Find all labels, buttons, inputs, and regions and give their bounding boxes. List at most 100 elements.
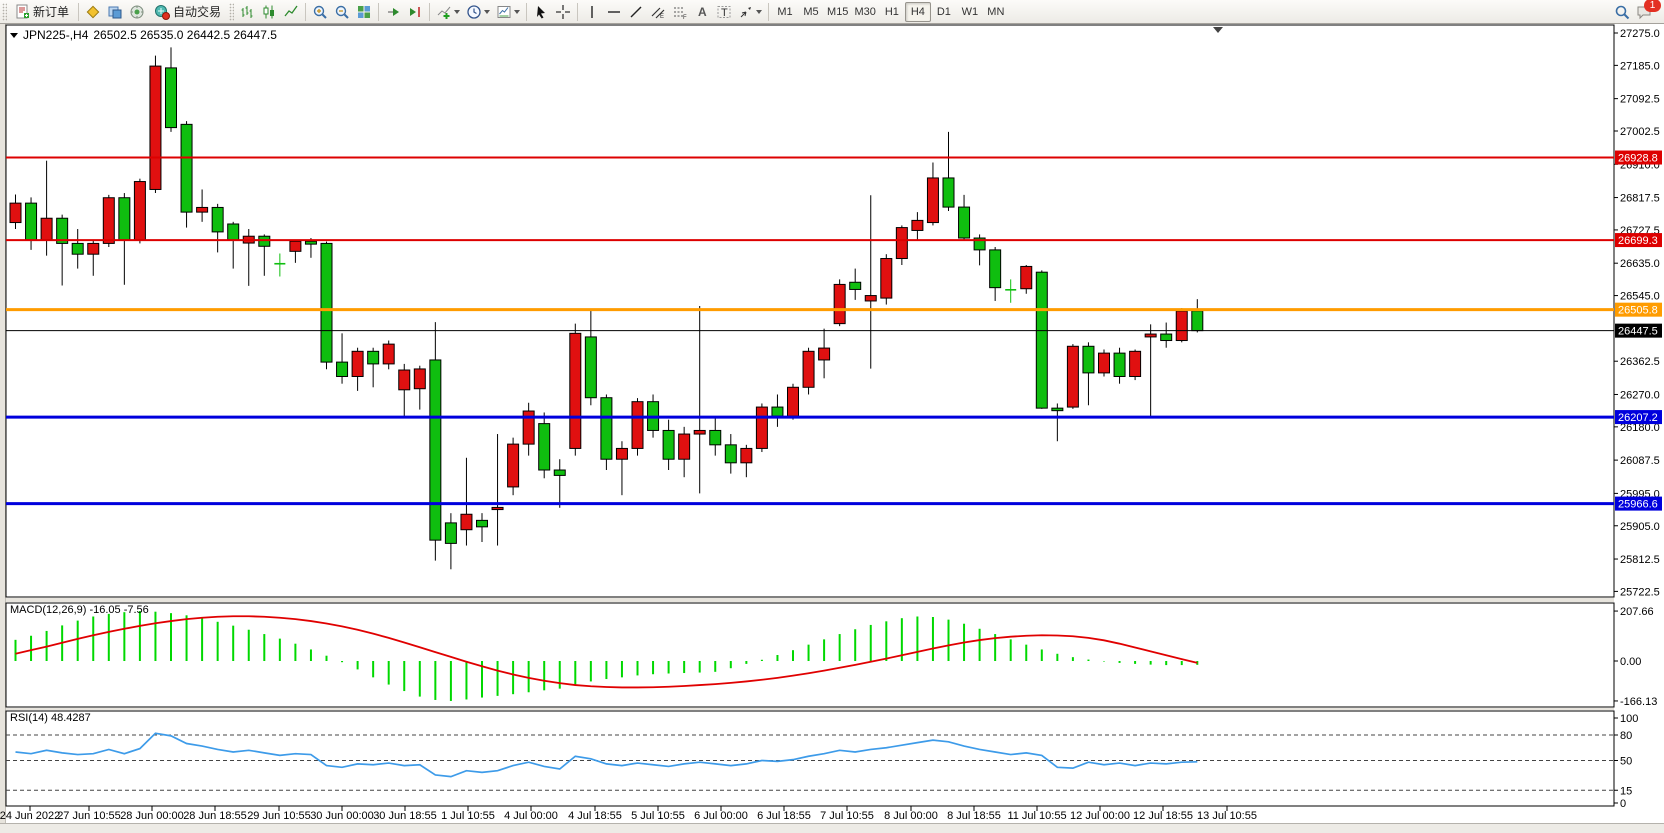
market-watch-icon	[108, 6, 122, 18]
tile-windows-button[interactable]	[353, 2, 375, 22]
svg-text:28 Jun 00:00: 28 Jun 00:00	[120, 810, 184, 822]
svg-text:1 Jul 10:55: 1 Jul 10:55	[441, 810, 495, 822]
svg-text:8 Jul 00:00: 8 Jul 00:00	[884, 810, 938, 822]
svg-text:27002.5: 27002.5	[1620, 126, 1660, 138]
tab-timeframe-mn[interactable]: MN	[987, 5, 1005, 18]
svg-text:26207.2: 26207.2	[1618, 412, 1658, 424]
equidistant-channel-icon: E	[651, 7, 665, 20]
templates-dropdown-arrow[interactable]	[514, 9, 521, 14]
cursor-icon	[537, 5, 546, 18]
templates-button[interactable]	[493, 2, 523, 22]
tab-timeframe-m30[interactable]: M30	[854, 5, 876, 18]
data-window-icon	[130, 5, 144, 18]
tab-timeframe-m5[interactable]: M5	[803, 5, 819, 18]
auto-trading-button[interactable]: 自动交易	[148, 2, 227, 22]
svg-text:26447.5: 26447.5	[1618, 326, 1658, 338]
svg-text:12 Jul 18:55: 12 Jul 18:55	[1133, 810, 1193, 822]
svg-text:A: A	[698, 5, 707, 19]
macd-indicator-label: MACD(12,26,9) -16.05 -7.56	[10, 604, 149, 616]
collapse-arrow-icon[interactable]	[10, 32, 18, 38]
chart-shift-button[interactable]	[404, 2, 426, 22]
templates-icon	[497, 5, 511, 18]
arrows-dropdown-arrow[interactable]	[756, 9, 763, 14]
market-watch-button[interactable]	[104, 2, 126, 22]
svg-text:27185.0: 27185.0	[1620, 60, 1660, 72]
arrows-tool-button[interactable]	[735, 2, 765, 22]
symbol-period-label: JPN225-,H4	[23, 28, 89, 42]
zoom-in-icon	[313, 5, 327, 19]
bar-chart-icon	[241, 5, 253, 18]
new-order-icon	[16, 4, 29, 19]
search-button[interactable]	[1611, 2, 1633, 22]
chart-shift-icon	[410, 6, 420, 17]
tab-timeframe-m1[interactable]: M1	[777, 5, 793, 18]
chart-shift-marker	[1213, 27, 1223, 33]
zoom-out-button[interactable]	[331, 2, 353, 22]
search-icon	[1615, 5, 1630, 19]
fibonacci-tool-button[interactable]: F	[669, 2, 691, 22]
periods-dropdown-arrow[interactable]	[484, 9, 491, 14]
tile-windows-icon	[358, 5, 371, 18]
svg-text:0: 0	[1620, 798, 1626, 810]
tab-timeframe-h4[interactable]: H4	[904, 1, 931, 22]
zoom-in-button[interactable]	[309, 2, 331, 22]
toolbar-grip[interactable]	[2, 2, 7, 21]
data-window-button[interactable]	[126, 2, 148, 22]
tab-timeframe-h1[interactable]: H1	[884, 5, 899, 18]
trendline-tool-button[interactable]	[625, 2, 647, 22]
trendline-icon	[630, 6, 642, 17]
new-order-button[interactable]: 新订单	[9, 2, 75, 22]
auto-scroll-icon	[388, 7, 400, 16]
vertical-line-icon	[591, 5, 593, 18]
ohlc-values: 26502.5 26535.0 26442.5 26447.5	[93, 28, 277, 42]
svg-text:8 Jul 18:55: 8 Jul 18:55	[947, 810, 1001, 822]
auto-trading-icon	[155, 4, 171, 20]
horizontal-line-tool-button[interactable]	[603, 2, 625, 22]
svg-text:26362.5: 26362.5	[1620, 356, 1660, 368]
indicators-dropdown-arrow[interactable]	[454, 9, 461, 14]
label-tool-button[interactable]: T	[713, 2, 735, 22]
horizontal-line-icon	[608, 10, 621, 13]
zoom-out-icon	[335, 5, 349, 19]
svg-text:25812.5: 25812.5	[1620, 554, 1660, 566]
tab-timeframe-m15[interactable]: M15	[827, 5, 849, 18]
crosshair-icon	[556, 4, 571, 19]
svg-text:80: 80	[1620, 730, 1632, 742]
toolbar: 新订单 自动交易	[0, 0, 1664, 24]
arrows-icon	[740, 6, 752, 17]
status-bar	[0, 823, 1664, 833]
svg-text:T: T	[721, 7, 728, 19]
svg-text:12 Jul 00:00: 12 Jul 00:00	[1070, 810, 1130, 822]
notifications-button[interactable]: 1	[1633, 0, 1661, 22]
text-tool-button[interactable]: A	[691, 2, 713, 22]
tab-timeframe-w1[interactable]: W1	[961, 5, 979, 18]
svg-text:25905.0: 25905.0	[1620, 521, 1660, 533]
svg-text:5 Jul 10:55: 5 Jul 10:55	[631, 810, 685, 822]
line-chart-button[interactable]	[280, 2, 302, 22]
svg-text:100: 100	[1620, 713, 1638, 725]
svg-text:F: F	[683, 15, 687, 20]
svg-text:26180.0: 26180.0	[1620, 422, 1660, 434]
indicators-icon	[437, 6, 451, 19]
svg-text:26635.0: 26635.0	[1620, 258, 1660, 270]
svg-text:-166.13: -166.13	[1620, 696, 1657, 708]
periods-button[interactable]	[463, 2, 493, 22]
bar-chart-button[interactable]	[236, 2, 258, 22]
chart-window-button[interactable]	[82, 2, 104, 22]
candlestick-chart-button[interactable]	[258, 2, 280, 22]
indicators-button[interactable]	[433, 2, 463, 22]
channel-tool-button[interactable]: E	[647, 2, 669, 22]
svg-text:28 Jun 18:55: 28 Jun 18:55	[183, 810, 247, 822]
svg-text:6 Jul 18:55: 6 Jul 18:55	[757, 810, 811, 822]
svg-text:13 Jul 10:55: 13 Jul 10:55	[1197, 810, 1257, 822]
vertical-line-tool-button[interactable]	[581, 2, 603, 22]
timeframe-toolbar: M1 M5 M15 M30 H1 H4 D1 W1 MN	[772, 1, 1009, 22]
tab-timeframe-d1[interactable]: D1	[936, 5, 951, 18]
svg-text:7 Jul 10:55: 7 Jul 10:55	[820, 810, 874, 822]
auto-scroll-button[interactable]	[382, 2, 404, 22]
svg-text:27092.5: 27092.5	[1620, 94, 1660, 106]
crosshair-tool-button[interactable]	[552, 2, 574, 22]
cursor-tool-button[interactable]	[530, 2, 552, 22]
